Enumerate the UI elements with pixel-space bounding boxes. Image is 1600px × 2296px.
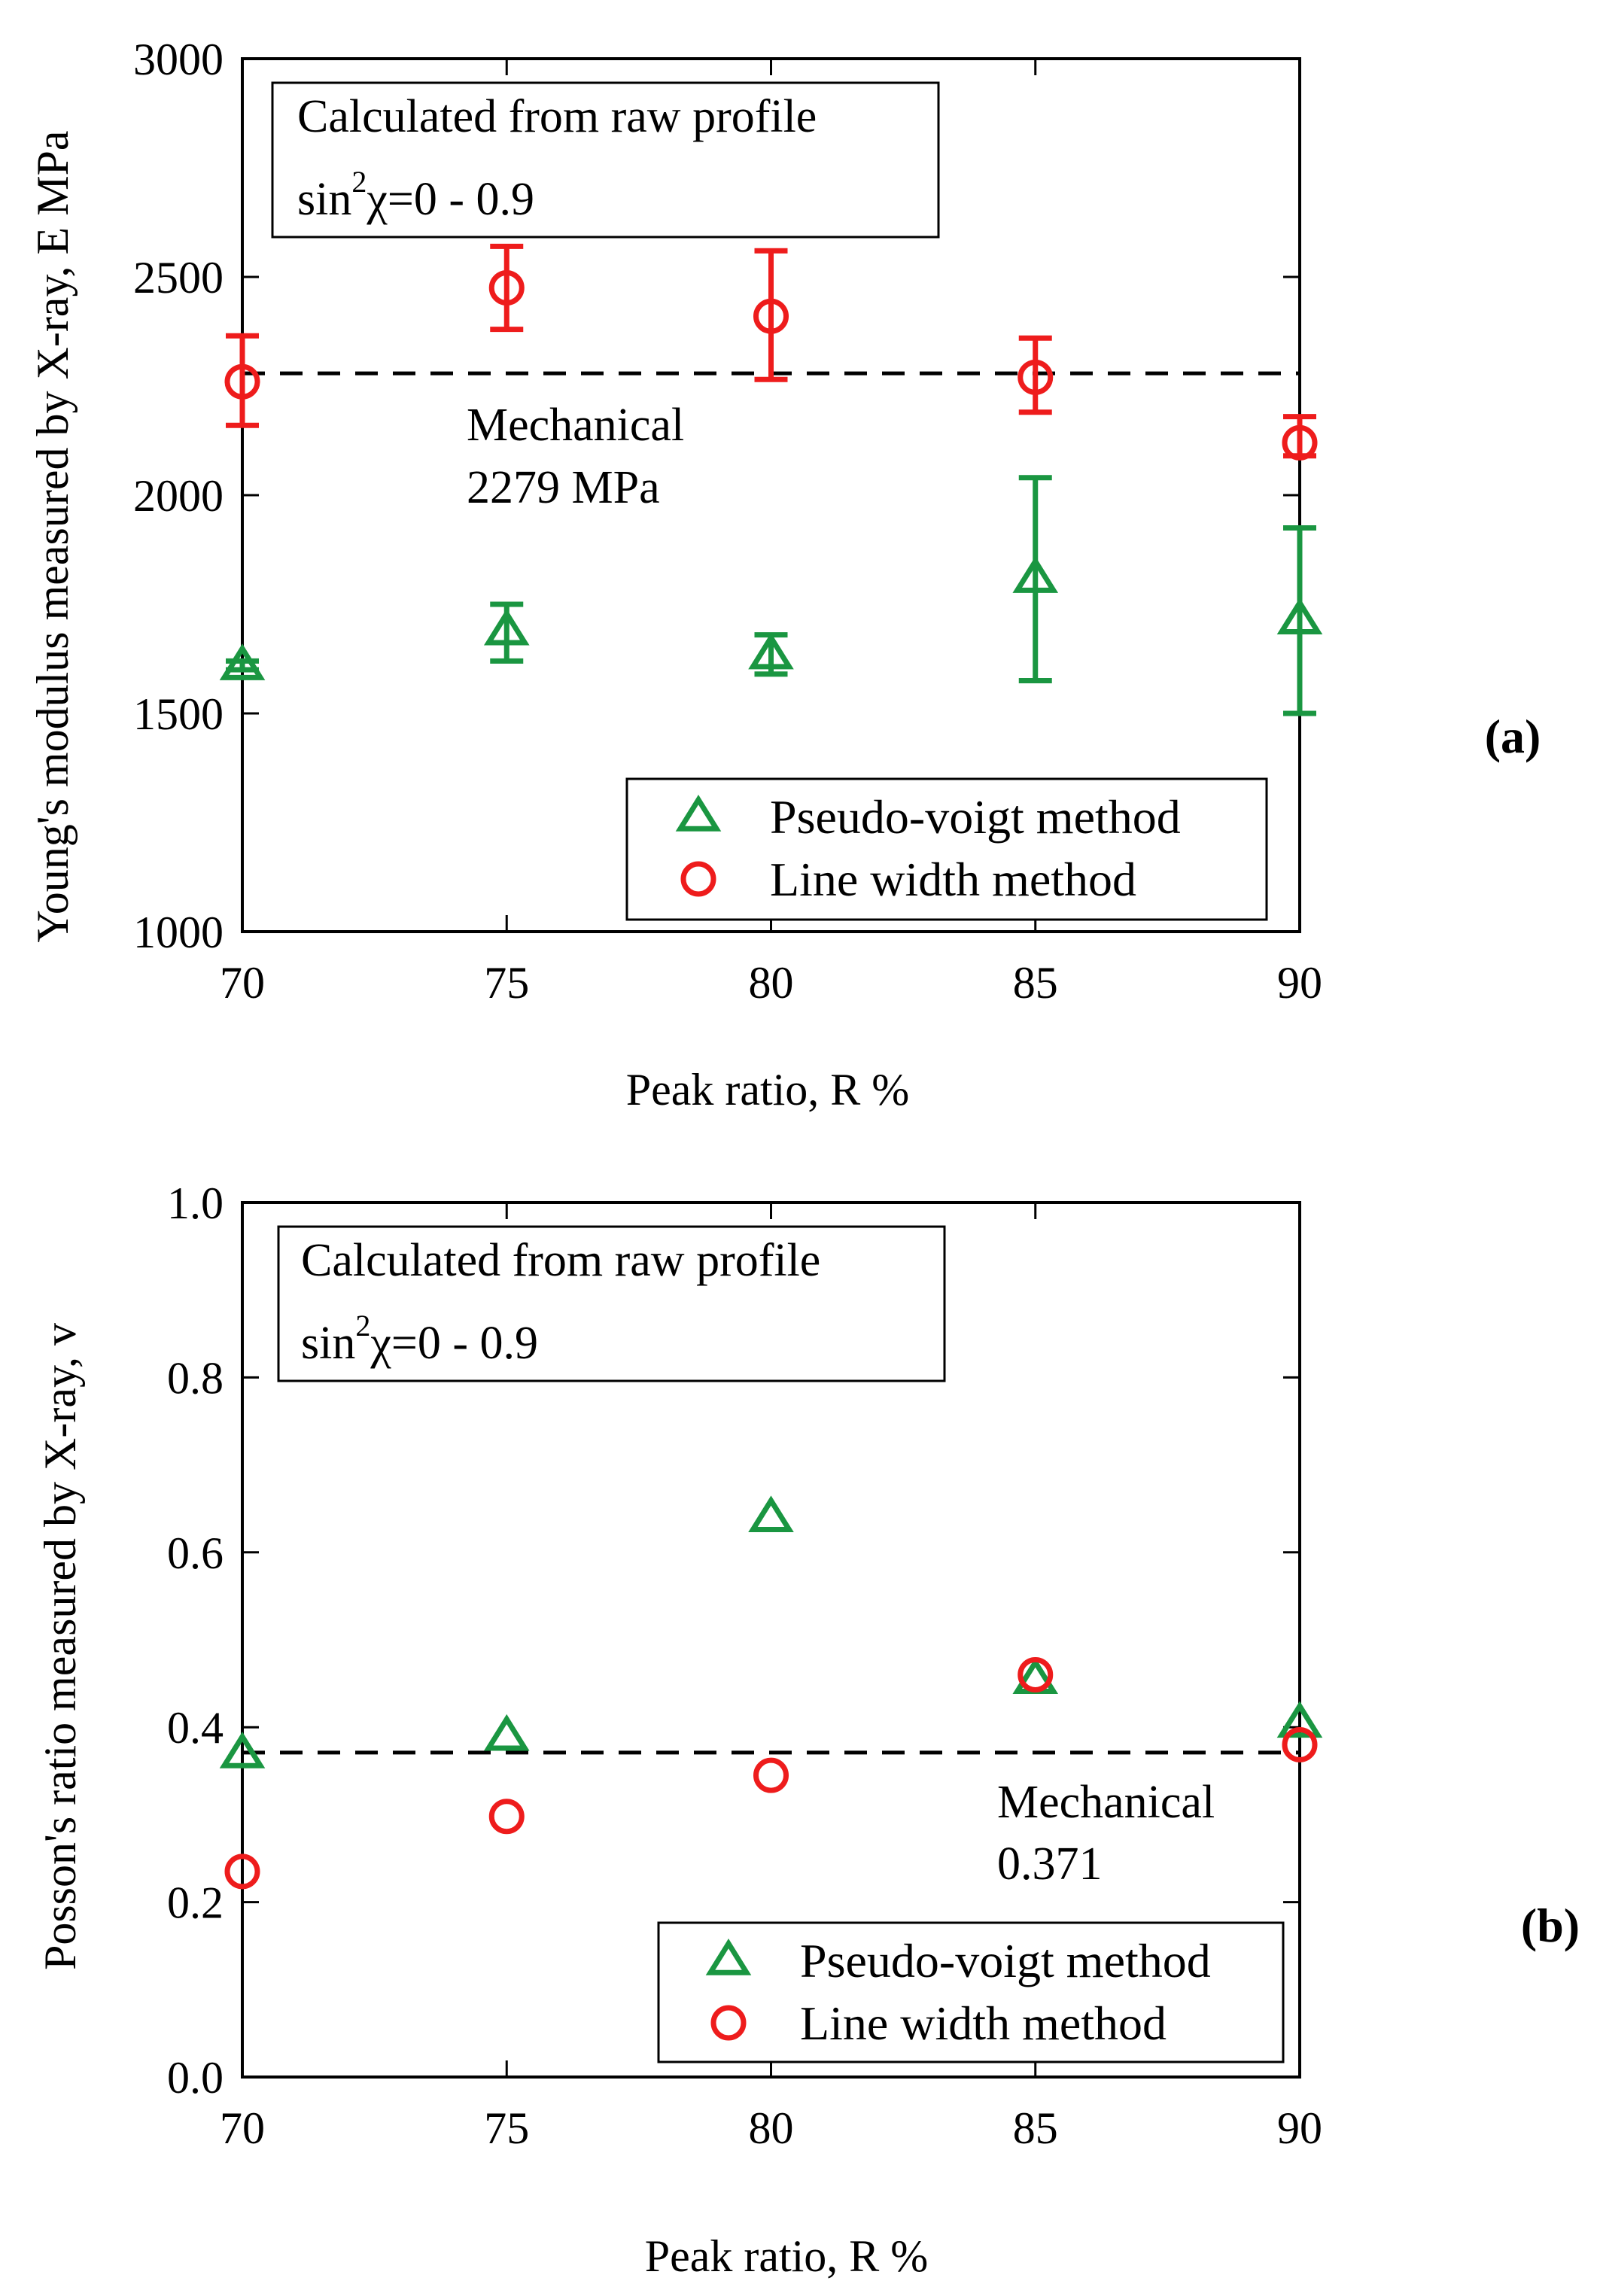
info-box-line1-a: Calculated from raw profile [297,91,817,142]
panel-label-a: (a) [1485,710,1541,763]
y-tick-label: 1000 [133,908,224,957]
x-tick-label: 70 [220,958,265,1008]
pseudo-voigt-point [219,643,266,680]
x-tick-label: 75 [484,958,529,1008]
x-tick-label: 75 [484,2103,529,2153]
pseudo-voigt-point [1276,598,1323,634]
line-width-point [1282,1726,1318,1762]
x-tick-label: 80 [749,958,794,1008]
x-tick-label: 90 [1277,958,1322,1008]
info-box-a [271,81,940,239]
mechanical-label-a: Mechanical [467,400,684,451]
legend-marker-pseudo-voigt [675,795,722,832]
chart-panel-b: 70 75 80 85 90 0.0 0.2 0.4 0.6 0.8 1.0 Calculated … [35,1178,1580,2281]
line-width-point [753,1757,789,1793]
y-tick-label: 0.0 [167,2053,224,2103]
line-width-point [1017,359,1054,395]
pseudo-voigt-point [483,608,530,646]
y-tick-label: 0.4 [167,1703,224,1753]
legend-markers-a [675,795,722,897]
y-tick-label: 0.2 [167,1878,224,1928]
pseudo-voigt-point [748,1495,794,1533]
mechanical-value-b: 0.371 [997,1838,1103,1890]
pseudo-voigt-point [1276,1701,1323,1738]
mechanical-label-b: Mechanical [997,1777,1215,1828]
line-width-point [1017,1656,1054,1692]
y-axis-label-b: Posson's ratio measured by X-ray, v [35,1323,85,1970]
legend-label-line-width-b: Line width method [800,1996,1167,2050]
info-box-line2-b: sin2χ=0 - 0.9 [301,1309,538,1369]
x-tick-label: 70 [220,2103,265,2153]
pseudo-voigt-point [748,632,794,670]
line-width-point [224,363,260,400]
y-tick-label: 0.8 [167,1353,224,1403]
y-axis-label-a: Young's modulus measured by X-ray, E MPa [28,130,78,942]
x-axis-label-b: Peak ratio, R % [645,2231,929,2281]
legend-box-a [625,777,1268,921]
data-series-a [219,243,1323,716]
legend-marker-line-width [710,2005,747,2041]
legend-markers-b [705,1939,752,2041]
x-tick-label: 80 [749,2103,794,2153]
y-tick-label: 0.6 [167,1528,224,1578]
legend-label-pseudo-voigt-b: Pseudo-voigt method [800,1934,1211,1987]
line-width-point [488,1799,525,1835]
x-tick-label: 85 [1013,2103,1058,2153]
legend-marker-pseudo-voigt [705,1939,752,1975]
y-tick-label: 1.0 [167,1178,224,1228]
axis-ticks-a: 70 75 80 85 90 1000 1500 2000 2500 3000 [133,35,1322,1008]
legend-box-b [657,1921,1285,2063]
panel-label-b: (b) [1521,1899,1580,1952]
line-width-point [224,1854,260,1890]
line-width-point [488,270,525,306]
info-box-line2-a: sin2χ=0 - 0.9 [297,165,534,225]
x-tick-label: 90 [1277,2103,1322,2153]
line-width-point [1282,424,1318,461]
pseudo-voigt-point [1012,556,1059,593]
chart-panel-a: 70 75 80 85 90 1000 1500 2000 2500 3000 Calculate… [28,35,1541,1115]
line-width-point [753,298,789,334]
data-series-b [219,1495,1323,1890]
info-box-b [277,1225,946,1382]
pseudo-voigt-point [483,1714,530,1751]
legend-label-line-width-a: Line width method [770,853,1136,906]
pseudo-voigt-point [219,1732,266,1768]
legend-label-pseudo-voigt-a: Pseudo-voigt method [770,790,1181,844]
axis-ticks-b: 70 75 80 85 90 0.0 0.2 0.4 0.6 0.8 1.0 [167,1178,1322,2153]
mechanical-value-a: 2279 MPa [467,462,660,513]
y-tick-label: 3000 [133,35,224,84]
y-tick-label: 1500 [133,689,224,739]
y-tick-label: 2000 [133,471,224,521]
y-tick-label: 2500 [133,253,224,303]
info-box-line1-b: Calculated from raw profile [301,1235,820,1286]
x-axis-label-a: Peak ratio, R % [626,1065,910,1115]
legend-marker-line-width [680,861,716,897]
x-tick-label: 85 [1013,958,1058,1008]
